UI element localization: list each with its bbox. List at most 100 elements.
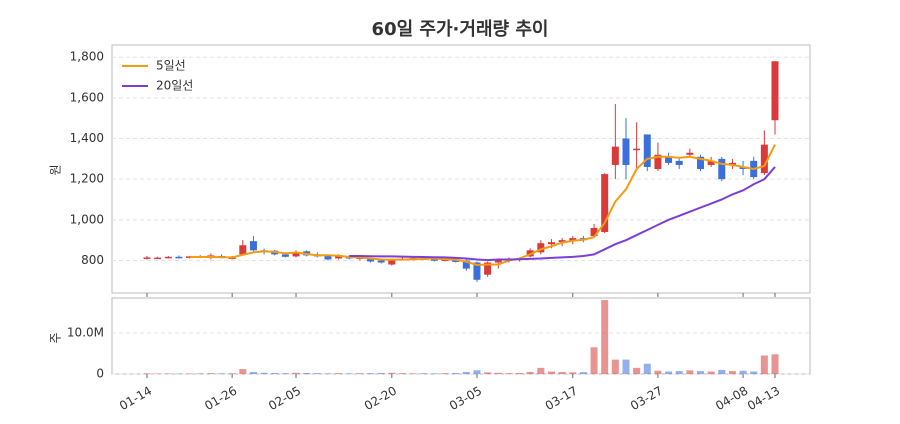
volume-bar [633,368,640,374]
y-tick-label: 800 [81,253,104,267]
y-tick-label: 1,400 [70,131,104,145]
volume-bar [686,370,693,374]
volume-bar [271,373,278,374]
volume-bar [144,373,151,374]
legend-label: 5일선 [156,59,186,73]
volume-bar [463,372,470,374]
volume-bar [676,371,683,374]
volume-bar [293,373,300,374]
x-tick-label: 03-05 [447,384,484,414]
candle-body [250,241,257,250]
volume-bar [740,371,747,374]
volume-bar [591,347,598,374]
candle-body [686,153,693,155]
volume-bar [537,368,544,374]
volume-bar [548,372,555,374]
candle-body [718,159,725,179]
legend-label: 20일선 [156,79,193,93]
volume-bar [218,373,225,374]
volume-bar [750,372,757,374]
candle-body [165,257,172,259]
candle-body [633,149,640,151]
candle-body [548,242,555,244]
candle-body [772,61,779,120]
candle-body [282,254,289,256]
candle-body [154,258,161,260]
candle-body [239,245,246,254]
volume-bar [761,356,768,374]
plot-frame [112,298,810,374]
volume-bar [367,373,374,374]
volume-bar [442,373,449,374]
volume-bar [346,373,353,374]
volume-bar [388,373,395,374]
y-tick-label: 1,000 [70,212,104,226]
chart-title: 60일 주가·거래량 추이 [372,19,549,40]
volume-bar [495,373,502,374]
y-tick-label: 0 [96,367,104,381]
ma-line [190,145,775,265]
volume-bar [622,360,629,374]
x-tick-label: 02-05 [266,384,303,414]
volume-bar [250,372,257,374]
volume-bar [207,373,214,374]
candle-body [676,161,683,165]
volume-bar [601,300,608,374]
candle-body [612,147,619,165]
volume-bar [335,373,342,374]
volume-bar [697,371,704,374]
plot-frame [112,45,810,293]
volume-bar [431,373,438,374]
x-tick-label: 01-26 [202,384,239,414]
x-tick-label: 04-13 [745,384,782,414]
volume-bar [452,373,459,374]
volume-bar [410,373,417,374]
volume-bar [772,354,779,374]
y-tick-label: 1,800 [70,50,104,64]
volume-bar [239,369,246,374]
volume-bar [420,373,427,374]
volume-bar [261,373,268,374]
y-tick-label: 10.0M [67,325,104,339]
volume-bar [314,373,321,374]
volume-bar [186,373,193,374]
y-tick-label: 1,200 [70,172,104,186]
x-tick-label: 02-20 [362,384,399,414]
candle-body [378,260,385,262]
x-tick-label: 01-14 [117,384,154,414]
volume-bar [718,370,725,374]
volume-bar [229,373,236,374]
volume-bar [654,371,661,374]
volume-bar [569,372,576,374]
y-axis-label: 주 [49,332,63,343]
x-tick-label: 03-27 [628,384,665,414]
volume-bar [665,372,672,374]
volume-bar [516,373,523,374]
volume-bar [282,373,289,374]
x-tick-label: 04-08 [713,384,750,414]
candle-body [175,257,182,259]
volume-bar [303,373,310,374]
candle-body [622,139,629,165]
volume-bar [644,364,651,374]
volume-bar [559,372,566,374]
volume-bar [399,373,406,374]
volume-bar [729,371,736,374]
volume-bar [527,372,534,374]
volume-bar [356,373,363,374]
candle-body [144,257,151,259]
volume-bar [580,372,587,374]
volume-bar [484,372,491,374]
volume-bar [324,373,331,374]
volume-bar [473,370,480,374]
volume-bar [612,360,619,374]
y-tick-label: 1,600 [70,90,104,104]
volume-bar [505,373,512,374]
volume-bar [197,373,204,374]
volume-bar [378,373,385,374]
y-axis-label: 원 [49,164,63,175]
x-tick-label: 03-17 [543,384,580,414]
volume-bar [708,372,715,374]
candle-body [324,256,331,259]
